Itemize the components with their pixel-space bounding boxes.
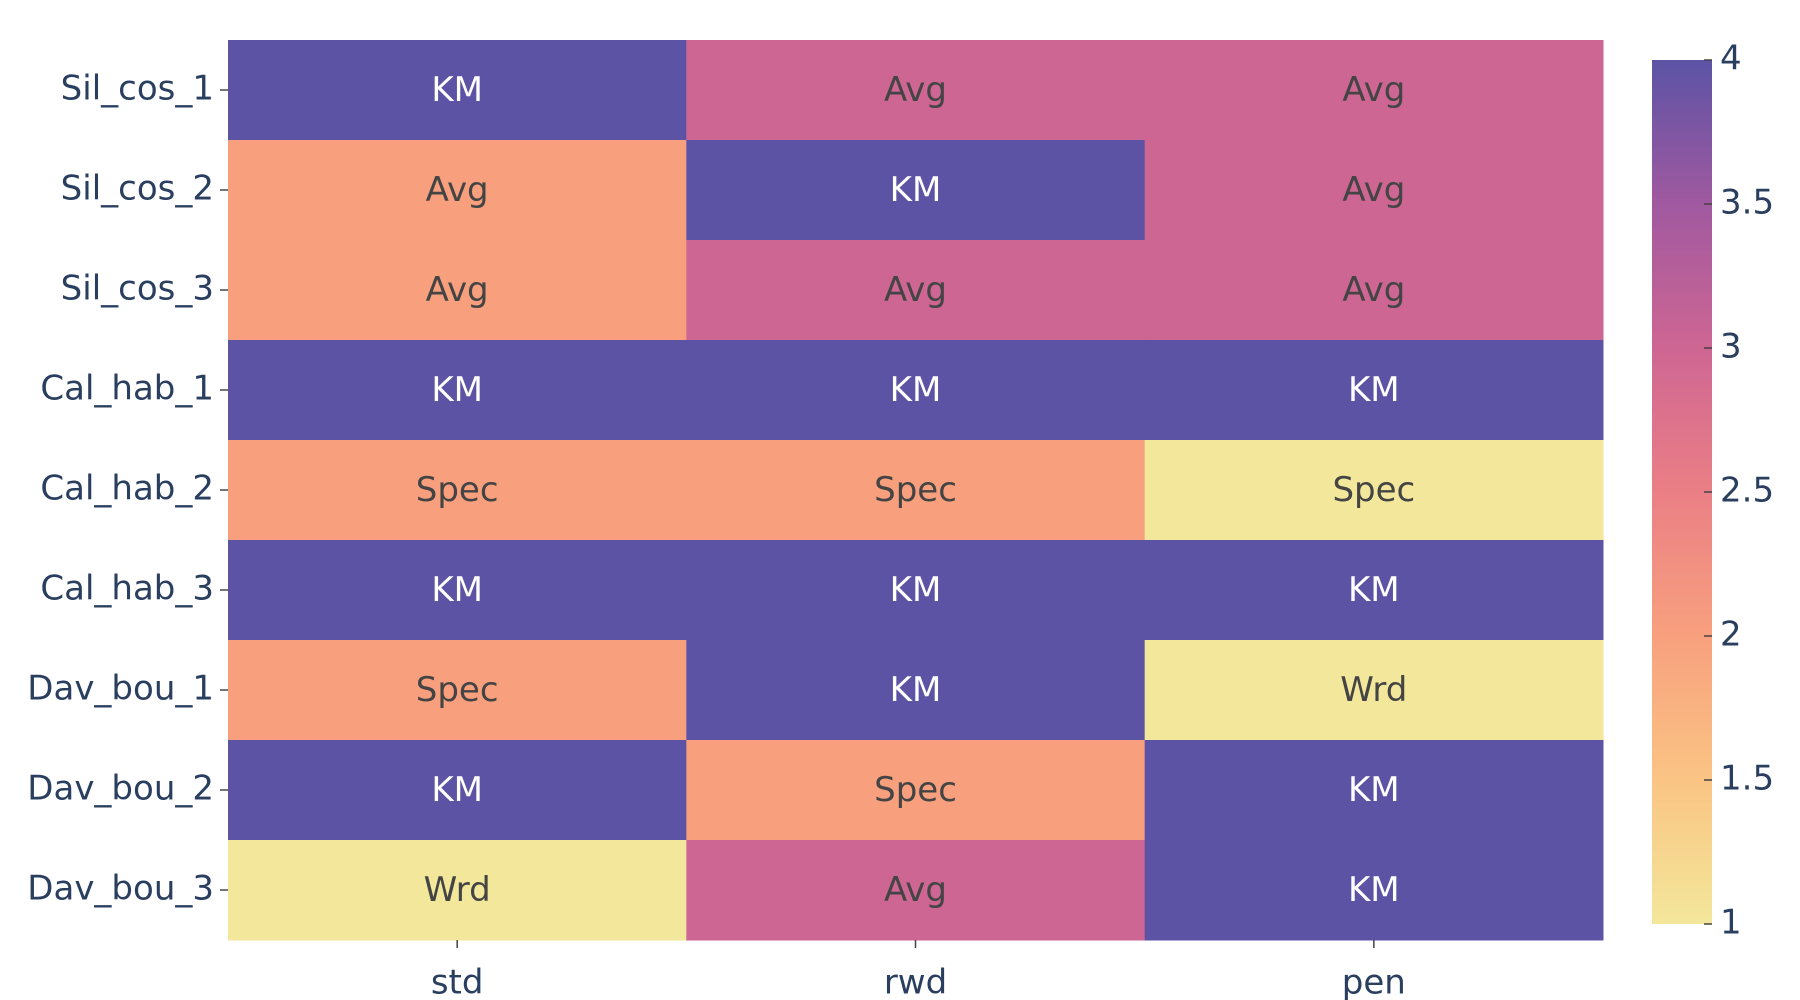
y-tick-label: Sil_cos_1 (61, 69, 214, 109)
y-tick-label: Sil_cos_3 (61, 269, 214, 309)
cell-label: KM (431, 70, 483, 110)
heatmap-cell (1144, 340, 1604, 441)
cell-label: Avg (884, 70, 947, 110)
colorbar-tick-label: 3.5 (1720, 183, 1774, 223)
cell-label: Spec (874, 470, 957, 510)
cell-label: KM (431, 370, 483, 410)
heatmap-cell (228, 740, 687, 841)
cell-label: Avg (1342, 270, 1405, 310)
y-tick-label: Dav_bou_1 (27, 669, 214, 709)
heatmap-cell (686, 640, 1146, 741)
heatmap-cell (228, 440, 687, 541)
y-tick-label: Dav_bou_2 (27, 769, 214, 809)
cell-label: KM (1348, 770, 1400, 810)
cell-label: Avg (884, 270, 947, 310)
heatmap-cell (1144, 240, 1604, 341)
heatmap-cell (1144, 640, 1604, 741)
heatmap-cell (228, 40, 687, 141)
heatmap-cell (686, 840, 1146, 941)
cell-label: Wrd (424, 870, 491, 910)
heatmap-cell (1144, 740, 1604, 841)
cell-label: Avg (884, 870, 947, 910)
heatmap-cell (686, 440, 1146, 541)
cell-label: Avg (426, 170, 489, 210)
y-tick-label: Dav_bou_3 (27, 869, 214, 909)
heatmap-cell (1144, 540, 1604, 641)
y-tick-label: Cal_hab_3 (40, 569, 214, 609)
x-tick-label: rwd (884, 963, 947, 1000)
heatmap-cell (1144, 140, 1604, 241)
colorbar-tick-label: 4 (1720, 39, 1742, 79)
heatmap-cell (686, 240, 1146, 341)
heatmap-cell (686, 40, 1146, 141)
x-tick-label: pen (1342, 963, 1406, 1000)
cell-label: KM (431, 570, 483, 610)
heatmap-cell (228, 340, 687, 441)
colorbar-tick-label: 1.5 (1720, 759, 1774, 799)
cell-label: Spec (416, 670, 499, 710)
heatmap-cell (228, 540, 687, 641)
heatmap-cell (686, 740, 1146, 841)
cell-label: Avg (1342, 70, 1405, 110)
heatmap-cells: KM Avg Avg Avg KM Avg Avg Avg Avg KM KM KM Spec Spec S… (228, 40, 1604, 941)
heatmap-cell (686, 140, 1146, 241)
y-tick-label: Cal_hab_2 (40, 469, 214, 509)
heatmap-cell (228, 240, 687, 341)
cell-label: Spec (874, 770, 957, 810)
x-axis: std rwd pen (431, 940, 1406, 1000)
heatmap-cell (228, 140, 687, 241)
heatmap-cell (228, 640, 687, 741)
y-tick-label: Sil_cos_2 (61, 169, 214, 209)
y-axis: Sil_cos_1 Sil_cos_2 Sil_cos_3 Cal_hab_1 Cal_… (27, 69, 228, 909)
colorbar-tick-label: 1 (1720, 903, 1742, 943)
heatmap-cell (1144, 40, 1604, 141)
colorbar-tick-label: 2.5 (1720, 471, 1774, 511)
heatmap-cell (686, 540, 1146, 641)
cell-label: KM (431, 770, 483, 810)
heatmap-cell (686, 340, 1146, 441)
cell-label: Spec (1332, 470, 1415, 510)
heatmap-cell (228, 840, 687, 941)
cell-label: KM (890, 570, 942, 610)
y-tick-label: Cal_hab_1 (40, 369, 214, 409)
cell-label: KM (1348, 870, 1400, 910)
cell-label: Avg (1342, 170, 1405, 210)
cell-label: KM (1348, 570, 1400, 610)
heatmap-cell (1144, 840, 1604, 941)
cell-label: Spec (416, 470, 499, 510)
cell-label: Avg (426, 270, 489, 310)
heatmap-cell (1144, 440, 1604, 541)
cell-label: KM (890, 670, 942, 710)
cell-label: KM (890, 170, 942, 210)
colorbar-tick-label: 2 (1720, 615, 1742, 655)
cell-label: KM (1348, 370, 1400, 410)
cell-label: KM (890, 370, 942, 410)
x-tick-label: std (431, 963, 484, 1000)
colorbar-gradient (1652, 60, 1712, 924)
cell-label: Wrd (1340, 670, 1407, 710)
colorbar: 1 1.5 2 2.5 3 3.5 4 (1652, 39, 1774, 943)
colorbar-tick-label: 3 (1720, 327, 1742, 367)
